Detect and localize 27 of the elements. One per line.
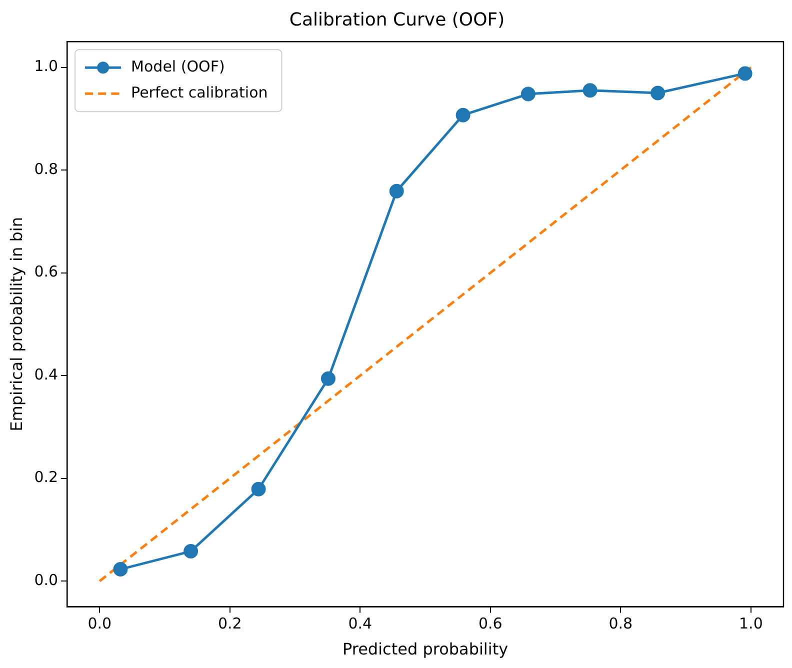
x-tick-label: 0.4 bbox=[348, 614, 372, 633]
point bbox=[520, 86, 536, 102]
legend-label: Perfect calibration bbox=[131, 83, 268, 102]
point bbox=[320, 371, 336, 386]
x-tick-label: 0.0 bbox=[88, 614, 112, 633]
x-axis-title: Predicted probability bbox=[342, 640, 508, 659]
y-tick-label: 0.8 bbox=[34, 160, 58, 178]
y-tick-label: 1.0 bbox=[34, 57, 58, 76]
x-tick-label: 0.8 bbox=[608, 614, 633, 633]
point bbox=[184, 544, 198, 559]
point bbox=[251, 482, 266, 496]
point bbox=[456, 108, 470, 122]
x-tick-label: 0.2 bbox=[218, 614, 242, 633]
x-tick-label: 1.0 bbox=[739, 614, 763, 633]
point bbox=[113, 562, 128, 577]
legend-label: Model (OOF) bbox=[131, 57, 225, 76]
chart-title: Calibration Curve (OOF) bbox=[289, 9, 505, 30]
y-tick-label: 0.2 bbox=[34, 468, 58, 486]
point bbox=[389, 184, 404, 198]
y-axis-title: Empirical probability in bin bbox=[6, 217, 26, 432]
y-tick-label: 0.6 bbox=[34, 262, 58, 281]
y-tick-label: 0.4 bbox=[34, 365, 58, 384]
point bbox=[738, 66, 752, 81]
point bbox=[582, 83, 598, 98]
point bbox=[650, 86, 666, 100]
x-tick-label: 0.6 bbox=[478, 614, 502, 633]
y-tick-label: 0.0 bbox=[34, 571, 58, 589]
